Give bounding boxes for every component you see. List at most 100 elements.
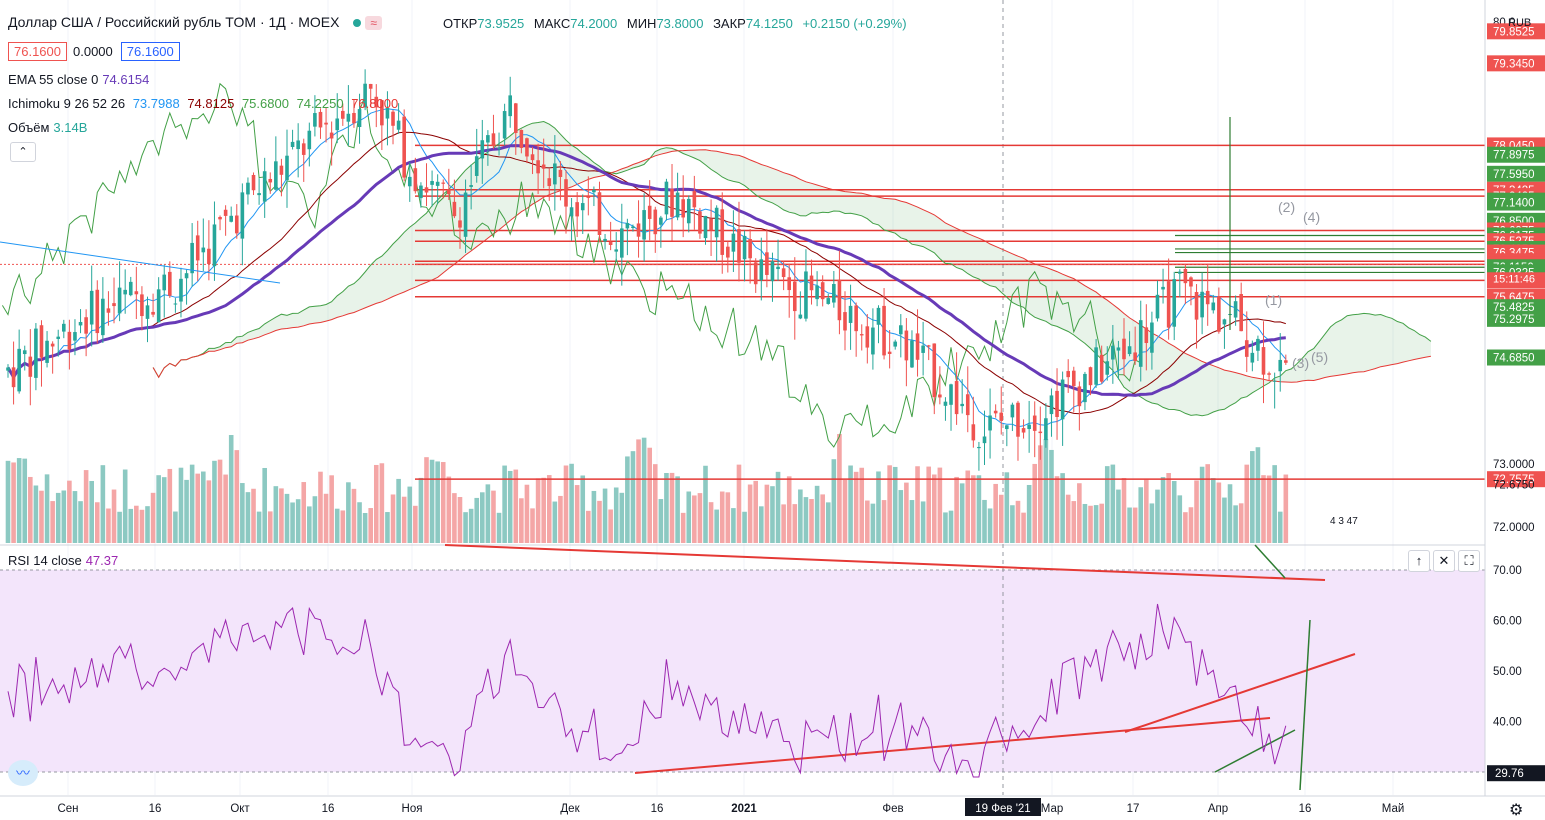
volume-bar <box>312 496 318 543</box>
candle-body <box>268 178 273 183</box>
volume-bar <box>798 489 803 543</box>
time-tick: 17 <box>1127 803 1140 815</box>
horizontal-levels[interactable] <box>0 144 1485 480</box>
candle-body <box>117 287 122 314</box>
gear-icon[interactable]: ⚙ <box>1509 802 1524 819</box>
volume-bar <box>435 461 440 543</box>
volume-bar <box>496 512 502 543</box>
candles <box>6 69 1288 471</box>
volume-bar <box>279 488 284 543</box>
candle-body <box>592 189 596 193</box>
candle-body <box>642 210 646 240</box>
arrow-up-icon[interactable]: ↑ <box>1408 550 1430 572</box>
volume-bar <box>206 480 212 543</box>
volume-bar <box>954 476 959 543</box>
volume-bar <box>904 482 909 543</box>
status-badge[interactable]: ≈ <box>365 16 382 31</box>
ichimoku-lagging-value: 75.6800 <box>241 96 289 111</box>
candle-body <box>329 132 334 139</box>
price-label-bg <box>1487 146 1545 163</box>
ichimoku-legend[interactable]: Ichimoku 9 26 52 26 73.7988 74.8125 75.6… <box>8 96 398 111</box>
volume-bar <box>452 493 457 543</box>
rsi-tick: 60.00 <box>1493 616 1522 628</box>
crosshair-date-bg <box>965 798 1041 816</box>
candle-body <box>675 192 680 218</box>
ema-line <box>6 144 1286 397</box>
candle-body <box>28 356 33 377</box>
candle-body <box>1032 415 1037 431</box>
candle-body <box>1150 322 1154 353</box>
volume-bar <box>786 476 792 543</box>
volume-bar <box>1021 512 1026 543</box>
volume-bar <box>669 472 675 543</box>
candle-body <box>407 176 412 187</box>
volume-bar <box>993 483 998 543</box>
candle-body <box>938 394 942 398</box>
senkou-span-a <box>152 120 1432 417</box>
volume-bar <box>290 502 295 543</box>
candle-body <box>229 215 233 222</box>
candle-body <box>474 156 479 176</box>
trendline-rsi-top <box>444 544 1326 581</box>
tradingview-logo-icon[interactable]: 〰 <box>8 760 38 786</box>
ask-pill[interactable]: 76.1600 <box>120 42 180 61</box>
volume-bar <box>558 495 563 543</box>
candle-body <box>603 238 607 242</box>
candle-body <box>301 143 306 155</box>
volume-bar <box>625 456 630 543</box>
candle-body <box>558 169 563 178</box>
candle-body <box>999 412 1004 421</box>
candle-body <box>156 289 161 323</box>
candle-body <box>212 224 217 267</box>
rsi-legend[interactable]: RSI 14 close 47.37 <box>8 553 118 568</box>
candle-body <box>1049 395 1054 415</box>
volume-bar <box>608 509 613 543</box>
wave-arrow <box>1299 619 1311 791</box>
symbol-title[interactable]: Доллар США / Российский рубль TOM · 1Д ·… <box>8 14 340 30</box>
candle-body <box>162 274 167 291</box>
candle-body <box>664 181 669 215</box>
volume-bar <box>602 488 608 543</box>
volume-bar <box>150 492 156 543</box>
candle-body <box>34 328 38 378</box>
rsi-current: 29.76 <box>1495 768 1524 780</box>
rsi-value: 47.37 <box>85 553 119 568</box>
candle-body <box>832 283 836 303</box>
ema-value: 74.6154 <box>102 72 150 87</box>
volume-bar <box>636 439 641 543</box>
candle-body <box>430 181 434 185</box>
trendline-rsi-bottom <box>634 717 1271 774</box>
time-tick: Май <box>1382 803 1405 815</box>
close-icon[interactable]: ✕ <box>1433 550 1455 572</box>
candle-body <box>776 266 780 270</box>
candle-body <box>396 120 401 130</box>
volume-legend[interactable]: Объём 3.14B <box>8 120 87 135</box>
drawing-tools[interactable]: (2) (4) (3) (5) (1) <box>0 117 1356 791</box>
rsi-tick: 40.00 <box>1493 717 1522 729</box>
volume-bar <box>1110 464 1116 543</box>
volume-bar <box>703 465 708 543</box>
volume-bar <box>1155 489 1160 543</box>
maximize-icon[interactable]: ⛶ <box>1458 550 1480 572</box>
volume-bar <box>898 490 904 543</box>
close-value: 74.1250 <box>745 16 793 31</box>
candle-body <box>1205 290 1210 305</box>
volume-bar <box>256 511 262 543</box>
volume-bar <box>792 504 798 543</box>
volume-bar <box>652 464 658 543</box>
volume-bar <box>1082 503 1088 543</box>
price-label: 72.0000 <box>1493 522 1535 534</box>
price-scale[interactable] <box>1485 0 1545 816</box>
volume-bar <box>541 477 546 543</box>
ema-legend[interactable]: EMA 55 close 0 74.6154 <box>8 72 149 87</box>
chevron-up-icon[interactable]: ⌃ <box>10 142 36 162</box>
bid-pill[interactable]: 76.1600 <box>8 42 67 61</box>
volume-bar <box>357 502 362 543</box>
candle-body <box>876 307 881 325</box>
volume-bar <box>145 506 150 543</box>
candle-body <box>1233 301 1238 318</box>
candle-body <box>804 271 808 319</box>
volume-bar <box>440 462 446 543</box>
candle-body <box>1005 425 1009 430</box>
